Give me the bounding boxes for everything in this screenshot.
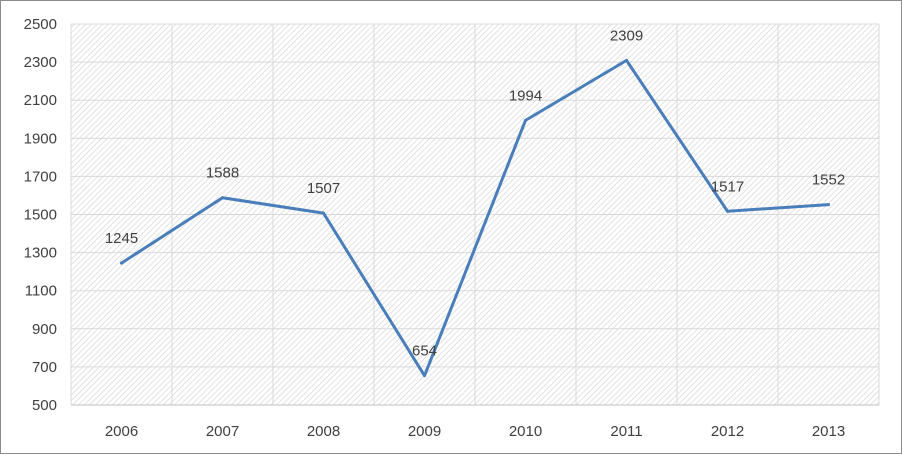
y-tick-label: 2100 xyxy=(24,92,57,109)
data-point xyxy=(221,196,224,200)
x-tick-label: 2009 xyxy=(408,423,441,440)
x-tick-label: 2013 xyxy=(812,423,845,440)
gridlines xyxy=(70,23,880,406)
y-tick-label: 900 xyxy=(32,321,57,338)
x-axis: 2006 2007 2008 2009 2010 2011 2012 2013 xyxy=(71,404,879,440)
x-tick-label: 2008 xyxy=(307,423,340,440)
series-line-group xyxy=(120,58,830,378)
data-label: 1245 xyxy=(105,230,138,247)
y-tick-label: 1500 xyxy=(24,207,57,224)
x-tick-label: 2012 xyxy=(711,423,744,440)
y-tick-label: 1300 xyxy=(24,245,57,262)
data-label: 1507 xyxy=(307,180,340,197)
y-tick-label: 2500 xyxy=(24,16,57,33)
data-point xyxy=(322,211,325,215)
data-label: 1588 xyxy=(206,165,239,182)
y-tick-label: 500 xyxy=(32,397,57,414)
x-tick-label: 2007 xyxy=(206,423,239,440)
data-label: 2309 xyxy=(610,27,643,44)
y-axis: 500 700 900 1100 1300 1500 1700 1900 2100 2300 250… xyxy=(24,16,57,414)
x-tick-label: 2010 xyxy=(509,423,542,440)
y-tick-label: 1100 xyxy=(25,283,57,300)
data-point xyxy=(726,209,729,213)
y-tick-label: 2300 xyxy=(24,54,57,71)
data-point xyxy=(120,261,123,265)
y-tick-label: 700 xyxy=(32,359,57,376)
series-line xyxy=(120,58,830,378)
data-point xyxy=(625,58,628,62)
y-tick-label: 1700 xyxy=(24,168,57,185)
data-point xyxy=(524,118,527,122)
x-tick-label: 2006 xyxy=(105,423,138,440)
data-point xyxy=(827,203,830,207)
data-point xyxy=(423,374,426,378)
data-label: 1517 xyxy=(711,178,744,195)
data-label: 654 xyxy=(412,343,437,360)
data-labels: 1245 1588 1507 654 1994 2309 1517 1552 xyxy=(105,27,845,359)
y-tick-label: 1900 xyxy=(24,130,57,147)
x-tick-label: 2011 xyxy=(610,423,642,440)
data-label: 1552 xyxy=(812,172,845,189)
data-label: 1994 xyxy=(509,87,542,104)
